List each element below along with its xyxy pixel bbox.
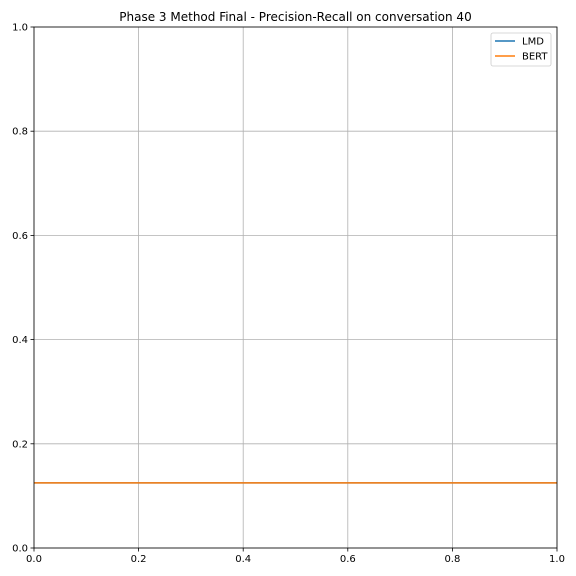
y-tick-label: 0.8 [12,127,28,138]
y-tick-label: 1.0 [12,23,28,34]
grid-lines [33,26,558,549]
legend: LMD BERT [490,32,552,67]
x-tick-label: 0.0 [26,554,42,565]
legend-label-lmd: LMD [522,37,544,48]
y-tick-label: 0.4 [12,335,28,346]
y-tick-label: 0.6 [12,231,28,242]
y-tick-label: 0.2 [12,439,28,450]
chart-title: Phase 3 Method Final - Precision-Recall … [119,10,471,24]
x-tick-label: 0.8 [444,554,460,565]
x-tick-label: 0.6 [340,554,356,565]
legend-label-bert: BERT [522,52,548,63]
x-tick-label: 1.0 [549,554,565,565]
y-tick-label: 0.0 [12,544,28,555]
plot-frame [33,26,558,549]
y-axis-ticks: 0.0 0.2 0.4 0.6 0.8 1.0 [12,23,34,555]
x-tick-label: 0.4 [235,554,251,565]
plot-area [34,27,557,548]
x-axis-ticks: 0.0 0.2 0.4 0.6 0.8 1.0 [26,548,565,565]
x-tick-label: 0.2 [131,554,147,565]
